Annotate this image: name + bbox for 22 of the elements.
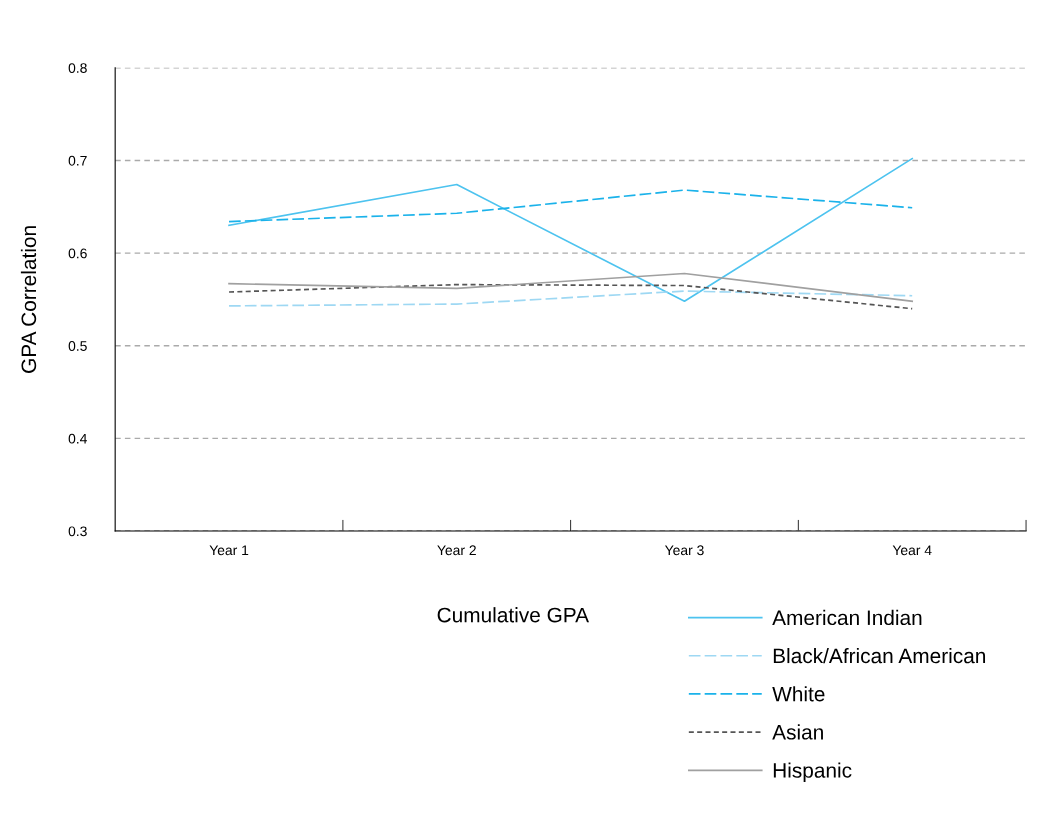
- x-tick-label: Year 4: [892, 545, 932, 556]
- y-tick-label: 0.7: [68, 155, 87, 166]
- y-tick-label: 0.4: [68, 433, 87, 444]
- line-series: [228, 283, 914, 310]
- legend-label: Asian: [772, 724, 823, 740]
- x-tick-label: Year 2: [437, 545, 476, 556]
- line-series: [228, 189, 914, 223]
- x-tick-label: Year 3: [664, 545, 704, 556]
- y-tick-label: 0.8: [68, 63, 87, 73]
- y-tick-label: 0.5: [68, 341, 87, 351]
- y-axis-title: GPA Correlation: [20, 226, 37, 373]
- line-series: [228, 272, 914, 303]
- y-tick-label: 0.3: [68, 526, 87, 537]
- y-tick-label: 0.6: [68, 248, 87, 259]
- legend-label: Hispanic: [773, 762, 852, 782]
- x-tick-label: Year 1: [209, 545, 249, 556]
- line-series: [228, 157, 914, 303]
- legend-label: Black/African American: [773, 647, 986, 664]
- legend-label: American Indian: [772, 609, 922, 626]
- legend-title: Cumulative GPA: [437, 607, 590, 623]
- line-series: [228, 290, 914, 307]
- legend-label: White: [772, 686, 825, 702]
